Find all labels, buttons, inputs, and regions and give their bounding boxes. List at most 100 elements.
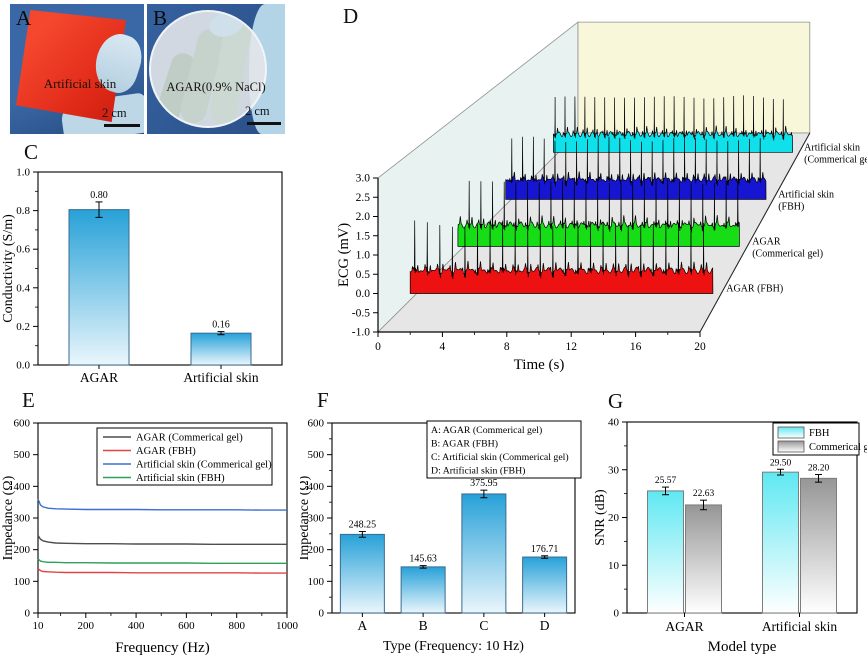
photo-artificial-skin: A Artificial skin 2 cm — [10, 4, 144, 134]
svg-text:D: Artificial skin (FBH): D: Artificial skin (FBH) — [431, 466, 525, 477]
svg-text:22.63: 22.63 — [693, 489, 715, 499]
svg-text:0.8: 0.8 — [16, 205, 30, 217]
svg-text:100: 100 — [308, 576, 325, 588]
bars: 248.25 A 145.63 B 375.95 C 176.71 D — [339, 478, 568, 633]
bar-B — [400, 566, 446, 614]
svg-text:1.5: 1.5 — [356, 230, 371, 242]
svg-text:145.63: 145.63 — [409, 554, 437, 565]
svg-text:B: B — [419, 618, 428, 633]
svg-text:AGAR: AGAR — [80, 370, 118, 385]
svg-text:4: 4 — [440, 341, 446, 353]
svg-text:1000: 1000 — [276, 620, 299, 632]
line-AGAR (FBH) — [37, 568, 287, 574]
panel-letter-a: A — [16, 6, 32, 30]
svg-text:0.6: 0.6 — [16, 244, 30, 256]
svg-text:600: 600 — [308, 418, 325, 430]
bar-AGAR-Commerical gel — [685, 504, 722, 614]
svg-text:0.16: 0.16 — [212, 320, 230, 331]
trace-label-Artificial skin (FBH): Artificial skin(FBH) — [778, 189, 834, 212]
scale-bar-a — [104, 124, 140, 127]
svg-text:200: 200 — [308, 544, 325, 556]
line-Artificial skin (Commerical gel) — [37, 498, 287, 511]
svg-text:A: A — [358, 618, 368, 633]
svg-text:0.80: 0.80 — [90, 190, 108, 201]
bar-Artificial skin-FBH — [762, 471, 799, 614]
bars: 0.80 AGAR 0.16 Artificial skin — [68, 190, 259, 385]
svg-text:Artificial skin (Commerical ge: Artificial skin (Commerical gel) — [136, 460, 272, 471]
scale-bar-b — [247, 122, 281, 125]
svg-text:600: 600 — [14, 418, 31, 430]
svg-text:Commerical gel: Commerical gel — [809, 442, 867, 453]
svg-text:AGAR (FBH): AGAR (FBH) — [136, 446, 196, 457]
svg-text:375.95: 375.95 — [470, 478, 498, 489]
petri-dish — [149, 10, 267, 128]
svg-text:AGAR: AGAR — [752, 236, 781, 247]
svg-text:200: 200 — [14, 544, 31, 556]
legend: AGAR (Commerical gel) AGAR (FBH) Artificia… — [96, 427, 273, 486]
axes: 0 100 200 300 400 500 600 — [14, 418, 288, 620]
panel-letter-b: B — [153, 6, 168, 30]
svg-text:Time (s): Time (s) — [514, 357, 565, 373]
svg-text:Frequency (Hz): Frequency (Hz) — [115, 640, 210, 656]
svg-text:200: 200 — [78, 620, 95, 632]
svg-text:Artificial skin (FBH): Artificial skin (FBH) — [136, 473, 225, 484]
ecg-trace-AGAR (FBH) — [409, 220, 714, 294]
svg-text:2.5: 2.5 — [356, 192, 371, 204]
conductivity-bar-chart: 0.0 0.2 0.4 0.6 0.8 1.0 0.80 AGAR 0.16 Artificial… — [1, 167, 283, 385]
svg-text:0.2: 0.2 — [16, 321, 30, 333]
axes: 0 10 20 30 40 — [608, 417, 858, 620]
svg-text:40: 40 — [608, 417, 620, 429]
svg-text:16: 16 — [630, 341, 642, 353]
trace-label-AGAR (FBH): AGAR (FBH) — [726, 284, 783, 295]
line-AGAR (Commerical gel) — [37, 535, 287, 546]
svg-text:ECG (mV): ECG (mV) — [336, 223, 352, 287]
svg-text:25.57: 25.57 — [655, 476, 677, 486]
snr-bar-chart: 0 10 20 30 40 25.57 22.63 AGAR 29.50 28.20 Artific… — [595, 417, 867, 656]
svg-text:-1.0: -1.0 — [352, 327, 370, 339]
svg-text:400: 400 — [128, 620, 145, 632]
svg-text:400: 400 — [308, 481, 325, 493]
svg-text:0: 0 — [375, 341, 381, 353]
legend: FBH Commerical gel — [772, 422, 867, 456]
panel-letter-e: E — [22, 388, 35, 412]
bar-Artificial skin-Commerical gel — [800, 477, 837, 614]
bars: 25.57 22.63 AGAR 29.50 28.20 Artificial skin — [647, 458, 837, 634]
scale-bar-label-b: 2 cm — [245, 104, 270, 118]
svg-text:Artificial skin: Artificial skin — [778, 189, 834, 200]
bar-AGAR — [68, 209, 130, 366]
svg-text:300: 300 — [14, 513, 31, 525]
x-axis: 10 200 400 600 800 1000 — [33, 613, 299, 632]
svg-text:800: 800 — [228, 620, 245, 632]
ecg-trace-Artificial skin (Commerical gel) — [553, 95, 793, 153]
svg-text:(FBH): (FBH) — [778, 201, 804, 212]
svg-text:20: 20 — [608, 512, 620, 524]
svg-text:500: 500 — [14, 449, 31, 461]
svg-text:30: 30 — [608, 464, 620, 476]
svg-text:Impedance (Ω): Impedance (Ω) — [300, 475, 312, 560]
svg-text:3.0: 3.0 — [356, 173, 371, 185]
ecg-3d-chart: 3.0 2.5 2.0 1.5 1.0 0.5 0.0 -0.5 -1.0 0 4 8 12 16 20 EC… — [336, 21, 867, 373]
panel-letter-d: D — [343, 4, 359, 28]
svg-text:Type (Frequency: 10 Hz): Type (Frequency: 10 Hz) — [383, 639, 524, 654]
svg-text:0.0: 0.0 — [356, 288, 371, 300]
svg-text:B: AGAR (FBH): B: AGAR (FBH) — [431, 439, 498, 450]
svg-text:10: 10 — [33, 620, 45, 632]
svg-text:0: 0 — [25, 608, 31, 620]
svg-text:C: C — [479, 618, 488, 633]
svg-text:28.20: 28.20 — [808, 464, 830, 474]
scale-bar-label-a: 2 cm — [102, 106, 127, 120]
svg-text:0.4: 0.4 — [16, 282, 30, 294]
svg-text:FBH: FBH — [809, 428, 830, 439]
svg-text:Artificial skin: Artificial skin — [183, 370, 259, 385]
svg-text:176.71: 176.71 — [531, 544, 559, 555]
svg-text:Artificial skin: Artificial skin — [804, 142, 860, 153]
panel-letter-g: G — [608, 389, 624, 413]
bar-C — [461, 493, 507, 614]
svg-text:1.0: 1.0 — [356, 250, 371, 262]
bar-A — [339, 533, 385, 614]
impedance-bar-chart: 0 100 200 300 400 500 600 248.25 A 145.63 B 375.95 C… — [300, 418, 582, 654]
photo-caption-a: Artificial skin — [43, 76, 117, 91]
svg-text:0: 0 — [319, 608, 325, 620]
svg-text:Impedance (Ω): Impedance (Ω) — [1, 475, 16, 560]
